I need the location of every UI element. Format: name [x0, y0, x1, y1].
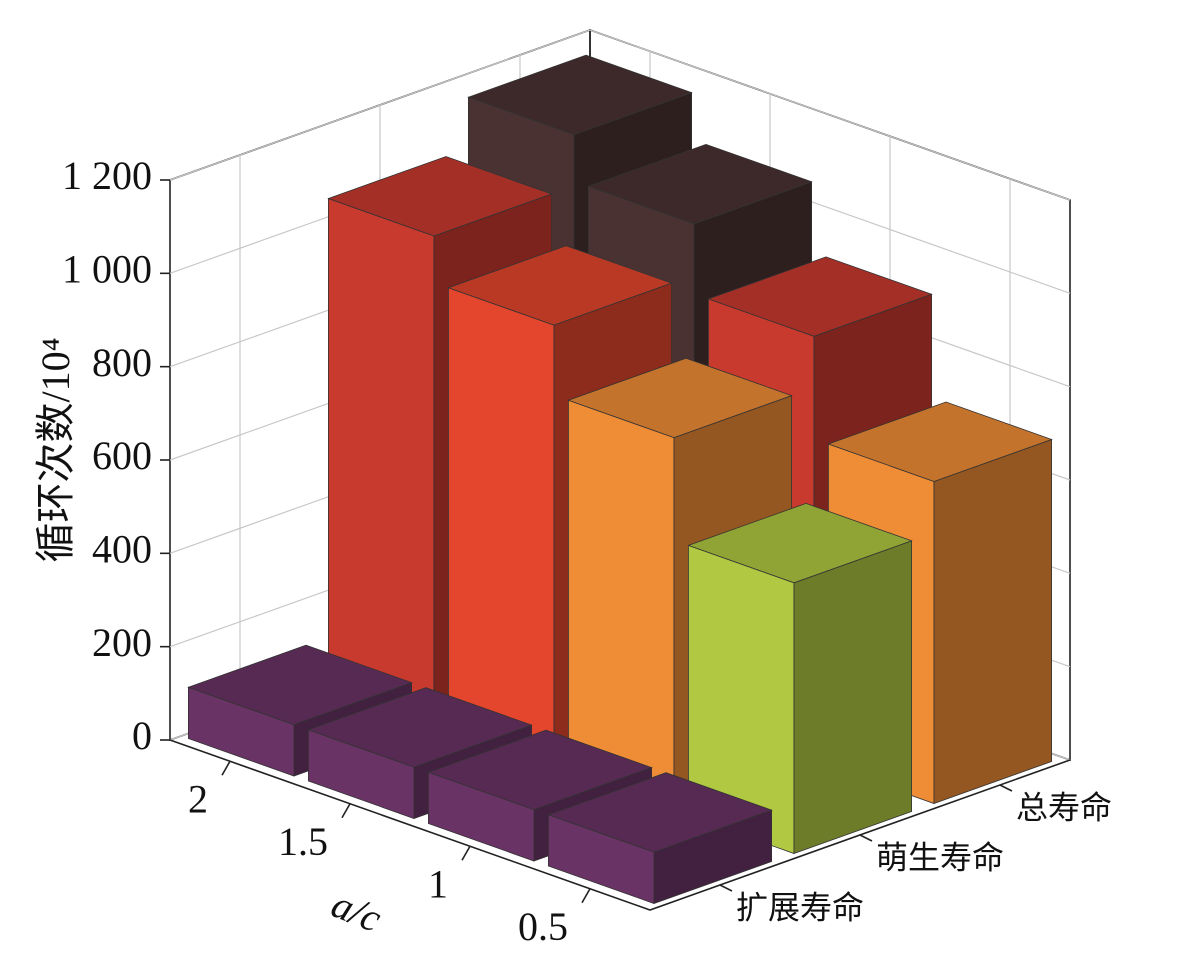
bar-side: [793, 540, 912, 855]
x-tick-label: 1: [428, 861, 448, 906]
bar-top: [307, 687, 533, 768]
bar-top: [567, 357, 793, 439]
legend-label: 萌生寿命: [876, 839, 1004, 875]
bar-top: [707, 256, 933, 337]
legend-label: 总寿命: [1016, 789, 1112, 825]
bar-front: [327, 197, 435, 727]
x-tick: [341, 803, 351, 819]
x-tick: [221, 760, 231, 776]
bar-top: [187, 644, 413, 726]
y-tick-label: 0: [132, 713, 152, 758]
s-tick: [859, 834, 873, 842]
bar-front: [447, 287, 555, 770]
s-tick: [999, 784, 1013, 792]
bar-side: [933, 438, 1052, 805]
grid-line: [169, 29, 1071, 201]
floor-edge: [169, 739, 1071, 911]
x-tick-label: 0.5: [518, 904, 568, 949]
bar-top: [427, 729, 653, 811]
bar-top: [587, 143, 813, 225]
y-tick-label: 1 200: [62, 153, 152, 198]
y-tick-label: 800: [92, 340, 152, 385]
y-tick-label: 1 000: [62, 247, 152, 292]
bar-top: [827, 401, 1053, 482]
bar-top: [447, 245, 673, 326]
x-tick: [581, 888, 591, 904]
x-tick-label: 1.5: [278, 819, 328, 864]
s-tick: [719, 884, 733, 892]
x-tick: [461, 845, 471, 861]
y-tick-label: 400: [92, 527, 152, 572]
x-tick-label: 2: [188, 776, 208, 821]
y-tick-label: 600: [92, 433, 152, 478]
bar-top: [467, 54, 693, 136]
y-axis-label: 循环次数/10⁴: [33, 337, 78, 562]
bar-top: [547, 772, 773, 853]
x-axis-label: a/c: [326, 881, 388, 941]
legend-label: 扩展寿命: [736, 889, 864, 925]
bar-top: [327, 156, 553, 237]
bar-top: [687, 502, 913, 584]
y-tick-label: 200: [92, 620, 152, 665]
